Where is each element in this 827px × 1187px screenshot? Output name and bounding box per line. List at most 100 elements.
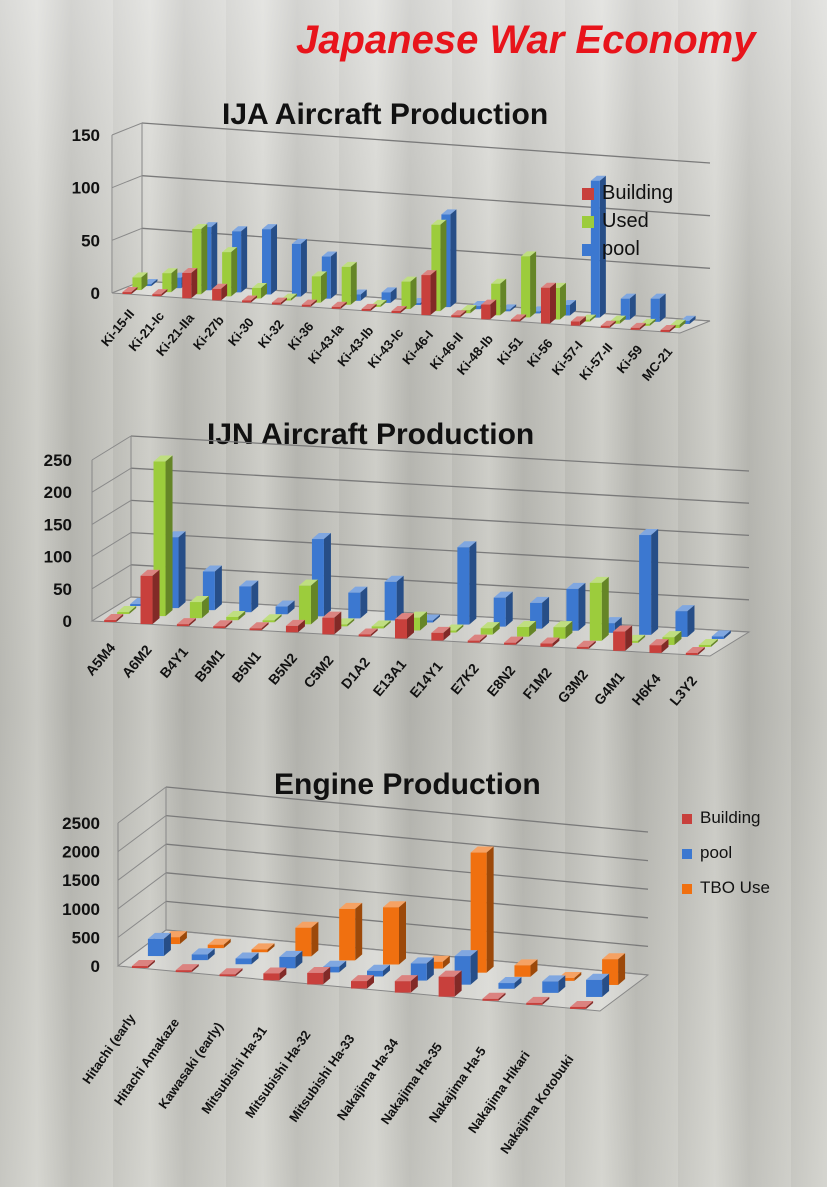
bar-building-ki-57-ii [600,320,616,328]
bar-side [558,975,566,993]
bar-used-b5n2 [298,579,318,625]
bar-building-a5m4 [104,614,124,623]
bar-building-ki-27b [212,283,228,301]
bar-top [640,318,656,324]
bar-top [394,975,418,982]
bar-top [371,299,387,305]
bar-side [669,324,676,332]
bar-side [129,606,137,615]
bar-front [176,624,189,627]
bar-tbo-use-mitsubishi-ha-33 [383,901,406,965]
bar-top [341,261,357,267]
bar-building-ki-59 [630,322,646,330]
bar-used-ki-21-ic [162,268,178,293]
bar-top [498,977,522,984]
bar-top [140,569,160,576]
bar-building-nakajima-ha-35 [438,970,462,997]
bar-building-b4y1 [176,618,196,627]
bar-top [301,299,317,305]
bar-top [602,953,626,960]
bar-side [586,1000,594,1009]
bar-front [301,304,311,307]
bar-building-h6k4 [649,639,669,653]
bar-side [659,293,666,322]
bar-front [275,606,288,615]
bar-pool-h6k4 [675,605,695,637]
bar-front [542,981,559,993]
bar-top [249,622,269,629]
bar-front [514,965,531,977]
bar-building-ki-43-ib [361,303,377,311]
bar-side [116,614,124,623]
bar-top [311,271,327,277]
bar-top [680,315,696,321]
bar-building-d1a2 [358,628,378,637]
bar-pool-c5m2 [348,586,368,619]
bar-front [182,272,192,299]
bar-front [480,628,493,635]
bar-side [201,596,209,619]
bar-front [140,575,153,625]
bar-used-ki-43-ia [341,261,357,305]
bar-top [467,634,487,641]
bar-top [132,272,148,278]
bar-side [420,611,427,631]
bar-side [367,975,374,989]
bar-front [570,321,580,326]
bar-top [511,314,527,320]
bar-side [310,579,318,625]
bar-side [339,960,347,973]
bar-side [334,611,342,635]
bar-top [213,620,233,627]
bar-side [520,314,527,322]
bar-top [600,320,616,326]
bar-side [380,299,387,307]
bar-top [576,640,596,647]
bar-used-ki-30 [252,282,268,299]
bar-front [251,949,268,953]
bar-side [574,972,582,981]
gridline [165,872,649,919]
bar-front [394,981,411,993]
bar-front [298,585,311,625]
bar-side [450,209,457,308]
bar-top [504,636,524,643]
y-tick-label: 200 [44,483,72,502]
bar-side [390,287,397,303]
gridline-depth [117,815,167,852]
bar-used-ki-48-ib [491,278,507,316]
bar-building-nakajima-ha-34 [394,975,418,993]
chart2-title: IJN Aircraft Production [207,418,535,451]
bar-side [674,631,682,645]
bar-side [549,282,556,324]
bar-front [219,974,236,977]
bar-top [191,948,215,955]
bar-top [461,305,477,311]
bar-side [165,455,173,617]
bar-used-ki-46-i [431,219,447,312]
bar-front [491,283,501,316]
bar-front [482,998,499,1001]
bar-pool-ki-43-ib [381,287,397,303]
bar-tbo-use-nakajima-ha-5 [514,959,538,977]
bar-side [679,319,686,328]
gridline [165,814,649,862]
bar-building-c5m2 [322,611,342,635]
bar-top [613,625,633,632]
bar-front [498,983,515,989]
bar-side [290,293,297,301]
bar-used-ki-15-ii [132,272,148,291]
bar-pool-ki-32 [291,238,307,297]
bar-top [630,322,646,328]
bar-building-e8n2 [504,636,524,645]
bar-front [122,292,132,295]
gridline-depth [91,435,132,461]
bar-side [542,996,550,1005]
bar-side [279,967,287,981]
bar-top [441,209,457,215]
legend-swatch-building [582,188,594,200]
bar-front [235,958,252,965]
bar-building-ki-21-ic [152,289,168,297]
bar-building-kawasaki-early [219,968,243,977]
